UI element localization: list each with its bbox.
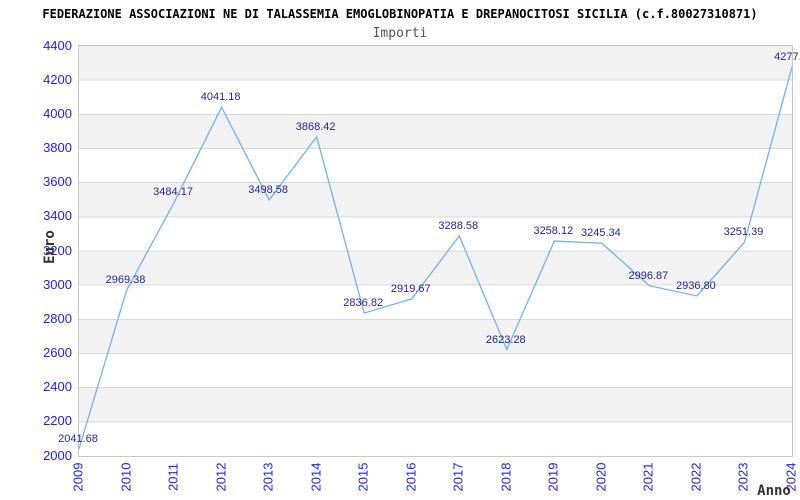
x-tick-label: 2017: [450, 462, 466, 492]
x-tick-label: 2015: [355, 462, 371, 492]
plot-band: [79, 353, 792, 388]
x-tick-label: 2020: [593, 462, 609, 492]
y-axis-title: Euro: [42, 230, 58, 264]
y-tick-label: 2200: [43, 413, 72, 429]
point-value-label: 3288.58: [438, 219, 479, 232]
plot-band: [79, 421, 792, 456]
plot-band: [79, 387, 792, 422]
plot-band: [79, 182, 792, 217]
x-tick-label: 2023: [735, 462, 751, 492]
chart-subtitle: Importi: [372, 26, 428, 41]
point-value-label: 3258.12: [533, 225, 574, 238]
line-series-svg: [79, 46, 792, 456]
point-value-label: 4041.18: [200, 91, 241, 104]
x-tick-label: 2011: [165, 463, 181, 491]
point-value-label: 2936.80: [676, 279, 716, 292]
y-tick-label: 3800: [43, 140, 72, 155]
series-line: [79, 66, 792, 450]
point-value-label: 2836.82: [343, 297, 384, 310]
x-tick-label: 2010: [118, 462, 134, 492]
y-tick-label: 4200: [43, 71, 72, 87]
plot-area: [78, 45, 793, 457]
x-tick-label: 2014: [308, 462, 324, 492]
point-value-label: 3251.39: [723, 226, 764, 239]
plot-band: [79, 216, 792, 251]
x-tick-label: 2009: [70, 462, 86, 492]
plot-band: [79, 114, 792, 149]
x-tick-label: 2021: [640, 462, 656, 492]
x-tick-label: 2022: [688, 462, 704, 492]
y-tick-label: 4000: [43, 105, 72, 121]
point-value-label: 2623.28: [485, 333, 526, 346]
point-value-label: 2969.38: [105, 274, 146, 287]
y-tick-label: 4400: [43, 37, 72, 53]
y-tick-label: 3000: [43, 276, 72, 292]
x-tick-label: 2012: [213, 462, 229, 492]
x-tick-label: 2019: [545, 462, 561, 492]
y-tick-label: 2600: [43, 345, 72, 360]
point-value-label: 4277.2: [774, 50, 800, 63]
y-tick-label: 3200: [43, 242, 72, 258]
point-value-label: 3498.58: [248, 183, 289, 196]
x-axis-title: Anno: [757, 483, 791, 499]
plot-band: [79, 46, 792, 81]
plot-band: [79, 80, 792, 115]
point-value-label: 2919.67: [390, 282, 431, 295]
point-value-label: 2996.87: [628, 269, 669, 282]
y-tick-label: 2000: [43, 447, 72, 463]
point-value-label: 3484.17: [153, 186, 193, 199]
x-tick-label: 2018: [498, 462, 514, 492]
y-tick-label: 3600: [43, 174, 72, 190]
y-tick-label: 2400: [43, 379, 72, 395]
x-tick-label: 2013: [260, 462, 276, 492]
point-value-label: 3868.42: [295, 120, 336, 133]
x-tick-label: 2016: [403, 462, 419, 492]
point-value-label: 3245.34: [580, 227, 621, 240]
plot-band: [79, 319, 792, 354]
chart-title: FEDERAZIONE ASSOCIAZIONI NE DI TALASSEMI…: [42, 7, 758, 21]
point-value-label: 2041.68: [58, 432, 98, 445]
y-tick-label: 2800: [43, 310, 72, 326]
y-tick-label: 3400: [43, 208, 72, 224]
